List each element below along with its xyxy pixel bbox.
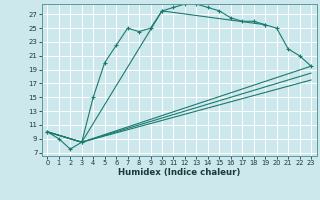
X-axis label: Humidex (Indice chaleur): Humidex (Indice chaleur) <box>118 168 240 177</box>
